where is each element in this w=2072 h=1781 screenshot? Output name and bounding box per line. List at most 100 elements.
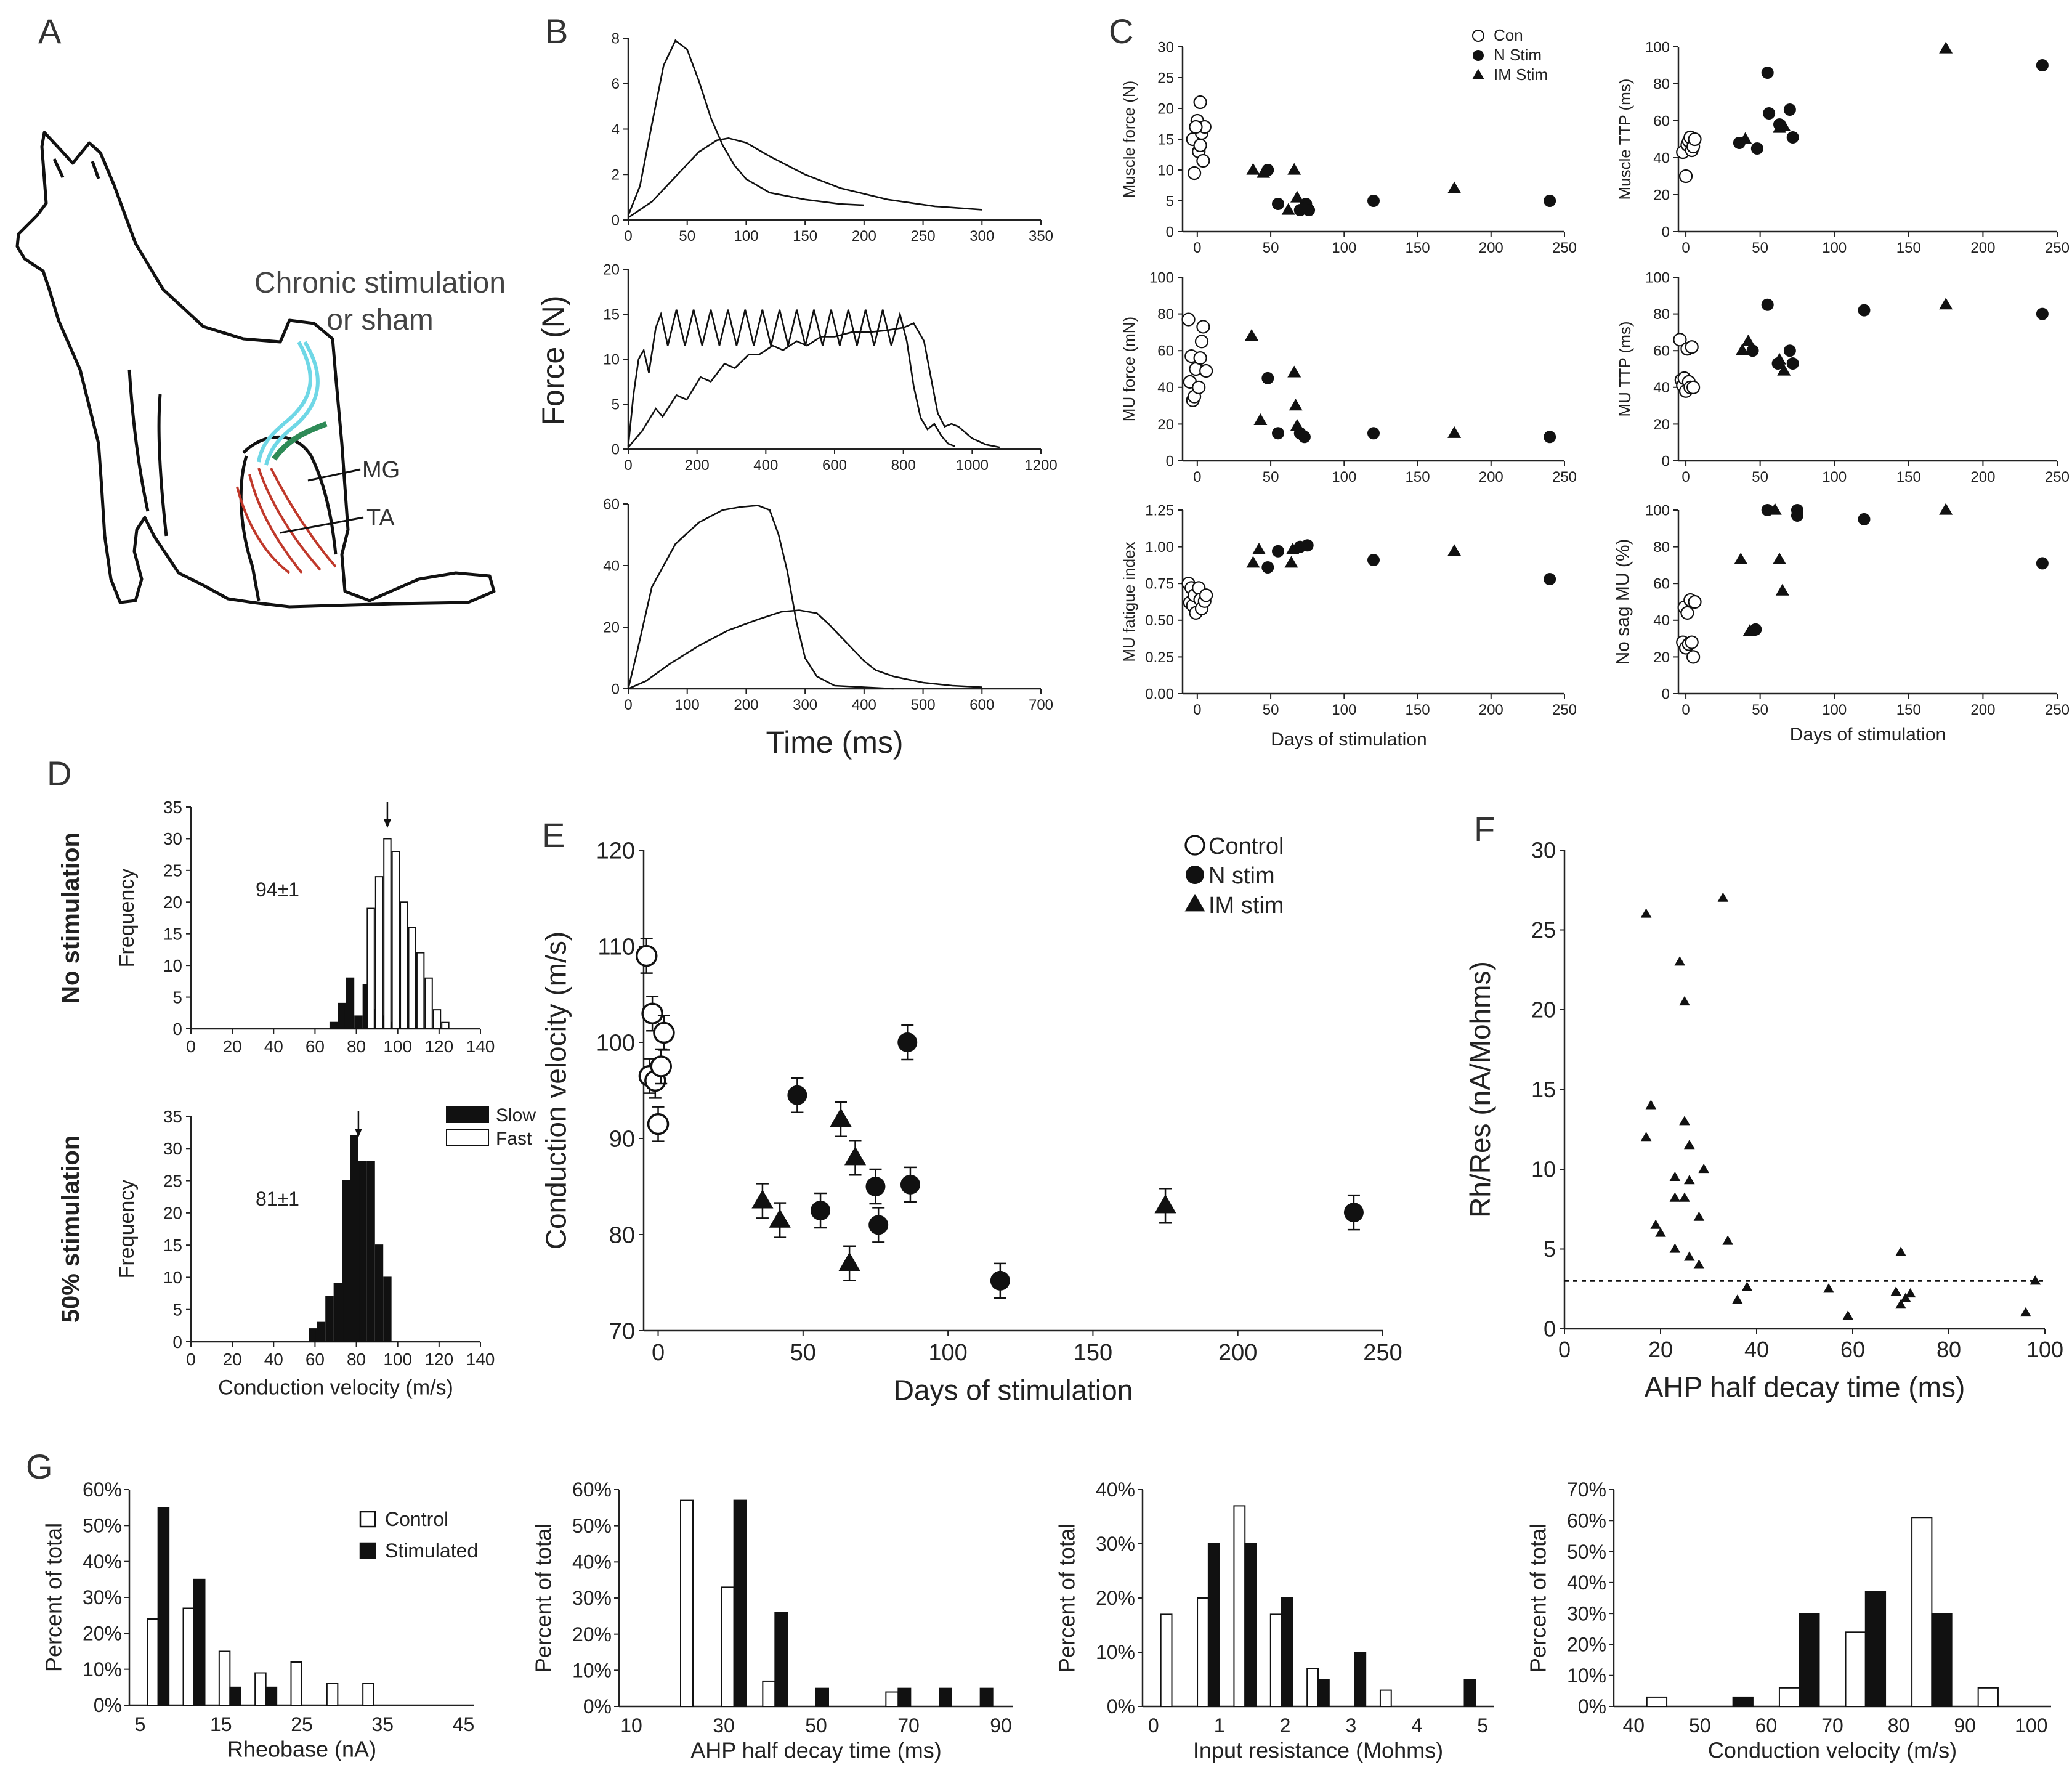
chart-d2: 0 20 40 60 80 100 120 140 0 5 10 15 20 25 30 35 Conducti… (57, 1107, 495, 1400)
data-point-imstim (1679, 1116, 1690, 1126)
bar-control (290, 1661, 302, 1706)
y-tick-label: 100 (1645, 39, 1670, 55)
y-tick-label: 0 (1662, 224, 1670, 240)
y-tick-label: 50% (83, 1515, 122, 1537)
data-point-imstim (1895, 1299, 1906, 1309)
x-tick-label: 150 (793, 228, 817, 245)
chart-c1: 0 50 100 150 200 250 0 5 10 15 20 25 30 Muscle force … (1120, 39, 1577, 256)
data-point-imstim (1253, 413, 1268, 426)
bar-stimulated (939, 1687, 952, 1708)
bar-stimulated (1732, 1696, 1754, 1708)
x-tick-label: 90 (1954, 1714, 1976, 1737)
y-tick-label: 10 (1531, 1157, 1556, 1182)
x-tick-label: 0 (1558, 1337, 1571, 1362)
data-point-imstim (1742, 624, 1757, 636)
histogram-bar-slow (329, 1021, 338, 1029)
x-tick-label: 50 (790, 1340, 816, 1366)
bar-stimulated (193, 1578, 206, 1706)
data-point-nstim (865, 1177, 886, 1196)
chart-c2: 0 50 100 150 200 250 0 20 40 60 80 100 Muscle TTP (m… (1616, 39, 2070, 256)
bar-stimulated (1799, 1613, 1820, 1707)
bar-control (1911, 1517, 1933, 1707)
data-point-control (650, 1055, 672, 1077)
y-tick-label: 30 (163, 829, 182, 848)
y-axis-label: No sag MU (%) (1613, 538, 1633, 665)
y-tick-label: 0 (1662, 453, 1670, 469)
y-tick-label: 35 (163, 798, 182, 817)
panel-label-a: A (38, 12, 62, 51)
y-tick-label: 0.75 (1145, 576, 1174, 593)
data-point-nstim (1272, 545, 1284, 558)
data-point-nstim (1858, 513, 1871, 525)
x-tick-label: 100 (2026, 1337, 2063, 1362)
label-mg: MG (362, 457, 400, 483)
c-left-x-axis-label: Days of stimulation (1271, 729, 1427, 750)
chart-d1: 0 20 40 60 80 100 120 140 0 5 10 15 20 25 30 35 Frequenc… (57, 798, 495, 1056)
data-point-nstim (1343, 1203, 1364, 1223)
histogram-bar-slow (309, 1328, 317, 1342)
x-tick-label: 60 (306, 1350, 325, 1369)
data-point-imstim (1734, 553, 1748, 565)
data-point-imstim (1257, 166, 1271, 178)
bar-control (326, 1683, 339, 1706)
data-point-control (1187, 166, 1202, 181)
y-tick-label: 60% (1567, 1509, 1606, 1531)
x-tick-label: 1 (1214, 1714, 1225, 1737)
y-tick-label: 40 (1157, 379, 1174, 396)
data-point-nstim (1186, 866, 1204, 884)
cat-foreleg-line (127, 369, 168, 537)
cat-outline (15, 131, 496, 609)
x-tick-label: 350 (1029, 228, 1053, 245)
data-point-nstim (2036, 307, 2049, 320)
x-tick-label: 50 (805, 1714, 827, 1737)
bar-stimulated (229, 1686, 241, 1706)
data-point-nstim (787, 1085, 807, 1105)
data-point-nstim (1786, 357, 1799, 370)
x-tick-label: 0 (624, 457, 632, 474)
y-tick-label: 0 (172, 1333, 182, 1352)
data-point-control (1686, 650, 1701, 664)
y-tick-label: 20 (163, 893, 182, 912)
y-tick-label: 40 (1653, 150, 1670, 166)
x-tick-label: 30 (713, 1714, 735, 1737)
data-point-nstim (1298, 431, 1311, 444)
series-line-slow (628, 137, 982, 219)
x-tick-label: 10 (620, 1714, 642, 1737)
x-tick-label: 600 (969, 697, 994, 713)
x-tick-label: 45 (453, 1713, 475, 1735)
x-tick-label: 250 (1552, 240, 1577, 256)
y-tick-label: 20 (1653, 187, 1670, 203)
x-tick-label: 25 (291, 1713, 313, 1735)
x-tick-label: 100 (1332, 240, 1356, 256)
x-tick-label: 100 (734, 228, 758, 245)
y-tick-label: 100 (1149, 269, 1174, 286)
c-legend-label: N Stim (1494, 46, 1542, 64)
y-tick-label: 10 (163, 1268, 182, 1287)
x-tick-label: 700 (1029, 697, 1053, 713)
bar-stimulated (774, 1612, 788, 1707)
x-tick-label: 200 (852, 228, 876, 245)
chart-c3: 0 50 100 150 200 250 0 20 40 60 80 100 MU force (mN) (1120, 269, 1577, 485)
e-legend-label: Control (1208, 834, 1284, 859)
x-tick-label: 120 (424, 1350, 453, 1369)
data-point-nstim (1761, 67, 1774, 79)
data-point-nstim (1303, 204, 1316, 216)
y-tick-label: 30 (1531, 838, 1556, 863)
histogram-bar-slow (350, 1135, 358, 1343)
legend-swatch-control (359, 1511, 376, 1528)
data-point-nstim (1473, 50, 1484, 61)
x-tick-label: 50 (1752, 469, 1768, 485)
y-tick-label: 20 (1653, 416, 1670, 433)
data-point-control (641, 1002, 663, 1024)
bar-control (885, 1691, 899, 1708)
y-tick-label: 0% (1578, 1695, 1606, 1718)
data-point-imstim (1773, 553, 1786, 565)
data-point-nstim (1261, 371, 1274, 384)
data-point-imstim (1281, 203, 1295, 215)
x-tick-label: 0 (1681, 469, 1690, 485)
y-axis-label: Frequency (115, 869, 139, 968)
data-point-nstim (990, 1270, 1010, 1291)
data-point-nstim (1301, 539, 1314, 552)
y-tick-label: 0 (1166, 453, 1174, 469)
y-tick-label: 10% (83, 1658, 122, 1681)
